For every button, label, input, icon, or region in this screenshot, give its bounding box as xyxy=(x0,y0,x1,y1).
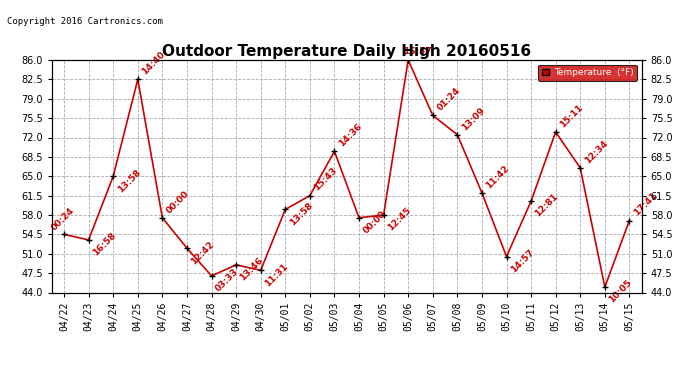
Text: 01:24: 01:24 xyxy=(435,86,462,112)
Text: 14:57: 14:57 xyxy=(509,248,535,274)
Legend: Temperature  (°F): Temperature (°F) xyxy=(538,64,637,81)
Text: 13:58: 13:58 xyxy=(116,167,142,194)
Text: 12:81: 12:81 xyxy=(533,192,560,219)
Text: 00:24: 00:24 xyxy=(49,206,76,233)
Text: Copyright 2016 Cartronics.com: Copyright 2016 Cartronics.com xyxy=(7,17,163,26)
Text: 03:33: 03:33 xyxy=(214,267,241,294)
Text: 16:37: 16:37 xyxy=(403,46,432,56)
Text: 11:42: 11:42 xyxy=(484,164,511,190)
Text: 17:41: 17:41 xyxy=(632,191,659,218)
Title: Outdoor Temperature Daily High 20160516: Outdoor Temperature Daily High 20160516 xyxy=(162,44,531,59)
Text: 14:40: 14:40 xyxy=(140,50,167,76)
Text: 00:00: 00:00 xyxy=(362,209,388,236)
Text: 10:05: 10:05 xyxy=(607,278,633,304)
Text: 15:43: 15:43 xyxy=(313,166,339,193)
Text: 16:58: 16:58 xyxy=(91,231,118,258)
Text: 13:09: 13:09 xyxy=(460,105,486,132)
Text: 12:34: 12:34 xyxy=(582,138,609,165)
Text: 13:58: 13:58 xyxy=(288,201,315,227)
Text: 00:00: 00:00 xyxy=(165,189,191,215)
Text: 12:45: 12:45 xyxy=(386,206,413,233)
Text: 12:42: 12:42 xyxy=(189,239,216,266)
Text: 14:36: 14:36 xyxy=(337,122,364,148)
Text: 13:46: 13:46 xyxy=(239,256,265,282)
Text: 15:11: 15:11 xyxy=(558,103,584,129)
Text: 11:31: 11:31 xyxy=(263,261,290,288)
